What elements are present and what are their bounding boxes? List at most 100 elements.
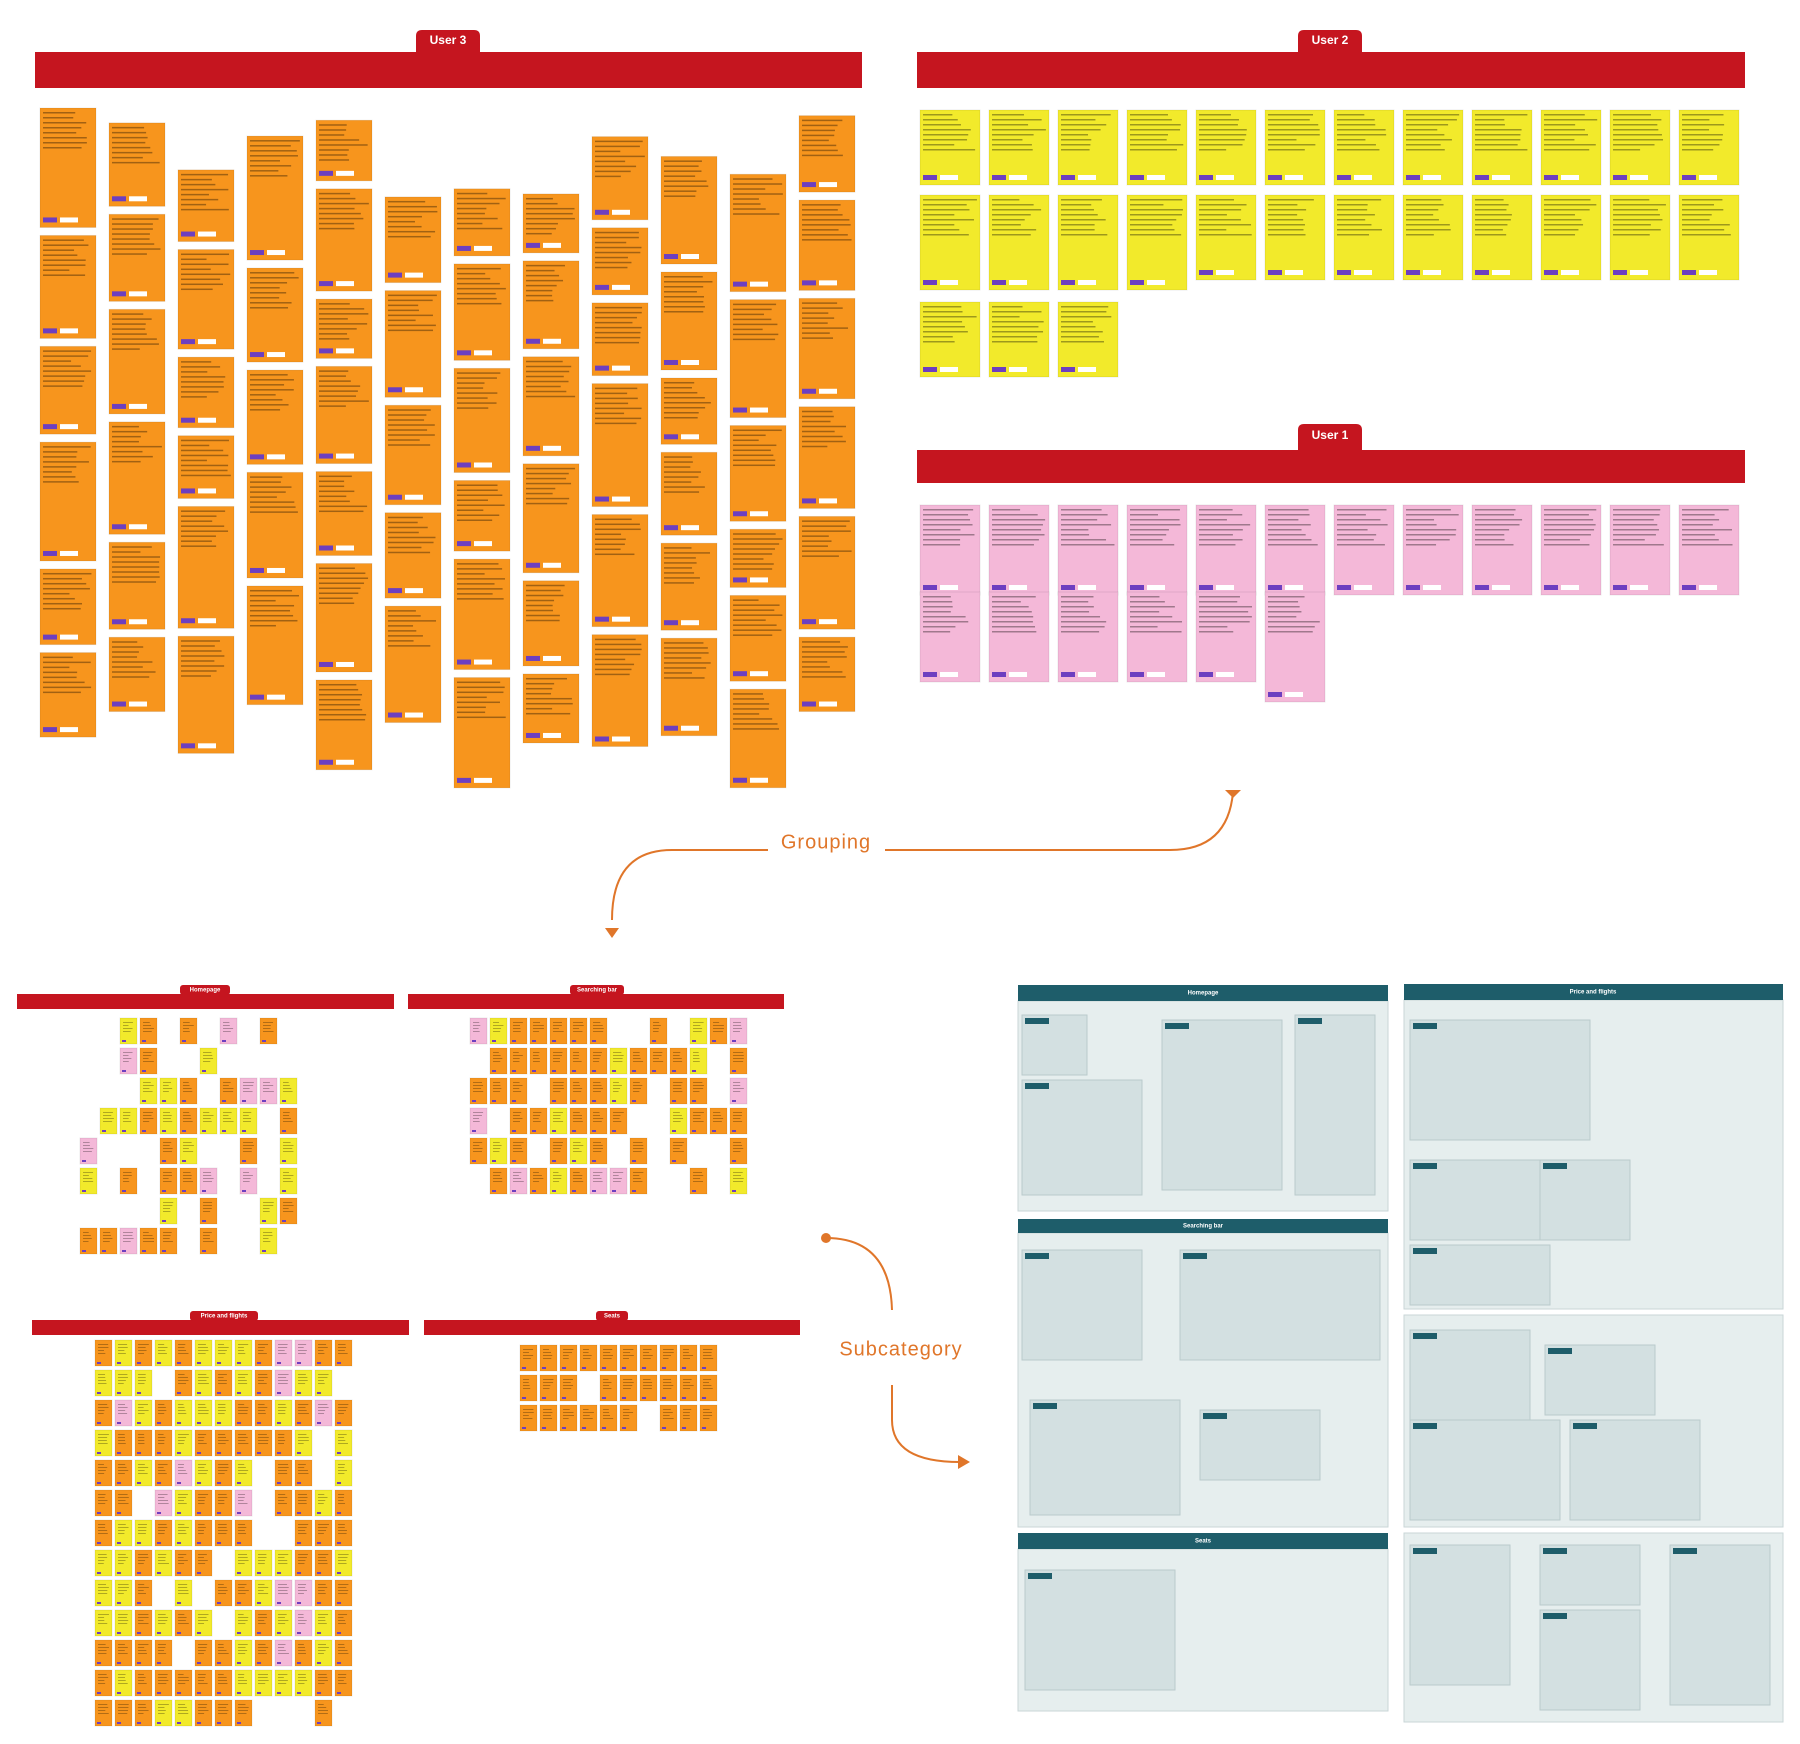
note-text xyxy=(98,1413,104,1414)
note-tag xyxy=(250,694,264,700)
note-tag xyxy=(117,1542,121,1544)
sticky-note xyxy=(279,1137,298,1165)
sticky-note xyxy=(315,679,373,771)
note-text xyxy=(733,624,777,626)
note-text xyxy=(318,1503,324,1504)
note-text xyxy=(118,1614,128,1615)
note-text xyxy=(683,1409,692,1410)
note-text xyxy=(683,1388,691,1389)
note-text xyxy=(663,1355,672,1356)
note-text xyxy=(43,254,78,256)
note-tag xyxy=(197,1452,201,1454)
step-label: Grouping xyxy=(781,831,871,853)
note-text xyxy=(992,601,1021,603)
sticky-note xyxy=(294,1429,313,1457)
note-text xyxy=(733,333,779,336)
note-text xyxy=(118,1593,124,1594)
note-text xyxy=(923,514,969,516)
note-text xyxy=(298,1617,304,1618)
sticky-note xyxy=(254,1429,273,1457)
note-tag xyxy=(1147,280,1165,285)
note-text xyxy=(98,1653,107,1654)
sticky-note xyxy=(469,1137,488,1165)
sticky-note xyxy=(314,1489,333,1517)
note-text xyxy=(83,1172,94,1173)
sticky-note xyxy=(1609,109,1671,186)
note-text xyxy=(703,1349,713,1350)
note-tag xyxy=(750,511,768,517)
note-text xyxy=(992,139,1023,141)
note-tag xyxy=(622,1367,626,1369)
note-text xyxy=(338,1620,346,1621)
note-tag xyxy=(1078,175,1096,180)
note-text xyxy=(263,1028,271,1029)
note-text xyxy=(298,1434,307,1435)
note-tag xyxy=(177,1422,181,1424)
note-text xyxy=(158,1413,165,1414)
note-text xyxy=(388,546,422,549)
sticky-note xyxy=(569,1137,588,1165)
note-tag xyxy=(750,407,768,413)
note-tag xyxy=(217,1422,221,1424)
sticky-note xyxy=(988,504,1050,596)
sticky-note xyxy=(1264,504,1326,596)
sticky-note xyxy=(214,1339,233,1367)
note-text xyxy=(923,139,968,141)
sticky-note xyxy=(294,1609,313,1637)
note-text xyxy=(1613,139,1664,141)
note-text xyxy=(98,1464,104,1465)
subgroup-label xyxy=(1203,1413,1227,1419)
note-tag xyxy=(733,407,747,413)
note-text xyxy=(43,274,86,276)
note-tag xyxy=(692,1100,696,1102)
note-tag xyxy=(472,1130,476,1132)
note-text xyxy=(992,326,1039,328)
subgroup xyxy=(1161,1019,1283,1191)
connector xyxy=(891,1385,961,1463)
note-text xyxy=(183,1118,192,1119)
sticky-note xyxy=(489,1137,508,1165)
note-text xyxy=(181,288,213,291)
note-text xyxy=(298,1650,306,1651)
sticky-note xyxy=(729,1047,748,1075)
note-text xyxy=(183,1142,192,1143)
note-tag xyxy=(267,250,285,256)
note-text xyxy=(733,708,769,710)
note-tag xyxy=(122,1250,126,1252)
note-tag xyxy=(1561,270,1579,275)
note-text xyxy=(643,1388,652,1389)
note-text xyxy=(278,1497,288,1498)
note-text xyxy=(118,1710,129,1711)
note-text xyxy=(158,1407,166,1408)
note-text xyxy=(693,1088,704,1089)
note-text xyxy=(283,1151,294,1152)
note-text xyxy=(298,1683,305,1684)
sticky-note xyxy=(549,1047,568,1075)
note-tag xyxy=(819,388,837,394)
sticky-note xyxy=(579,1344,598,1372)
note-text xyxy=(713,1121,722,1122)
note-text xyxy=(278,1503,287,1504)
sticky-note xyxy=(549,1107,568,1135)
sticky-note xyxy=(279,1167,298,1195)
sticky-note xyxy=(246,267,304,363)
group-title: Searching bar xyxy=(577,988,618,994)
note-text xyxy=(318,1524,329,1525)
note-text xyxy=(593,1178,602,1179)
note-text xyxy=(319,693,363,696)
note-text xyxy=(158,1710,166,1711)
note-text xyxy=(1613,539,1645,541)
note-tag xyxy=(202,1070,206,1072)
sticky-note xyxy=(274,1549,293,1577)
note-text xyxy=(1199,606,1253,608)
note-text xyxy=(283,1178,291,1179)
sticky-note xyxy=(274,1339,293,1367)
note-text xyxy=(278,1647,285,1648)
note-tag xyxy=(923,367,937,372)
note-text xyxy=(923,544,961,546)
note-text xyxy=(693,1022,704,1023)
sticky-note xyxy=(194,1429,213,1457)
note-tag xyxy=(692,1130,696,1132)
note-text xyxy=(243,1148,252,1149)
subgroup-label xyxy=(1413,1423,1437,1429)
